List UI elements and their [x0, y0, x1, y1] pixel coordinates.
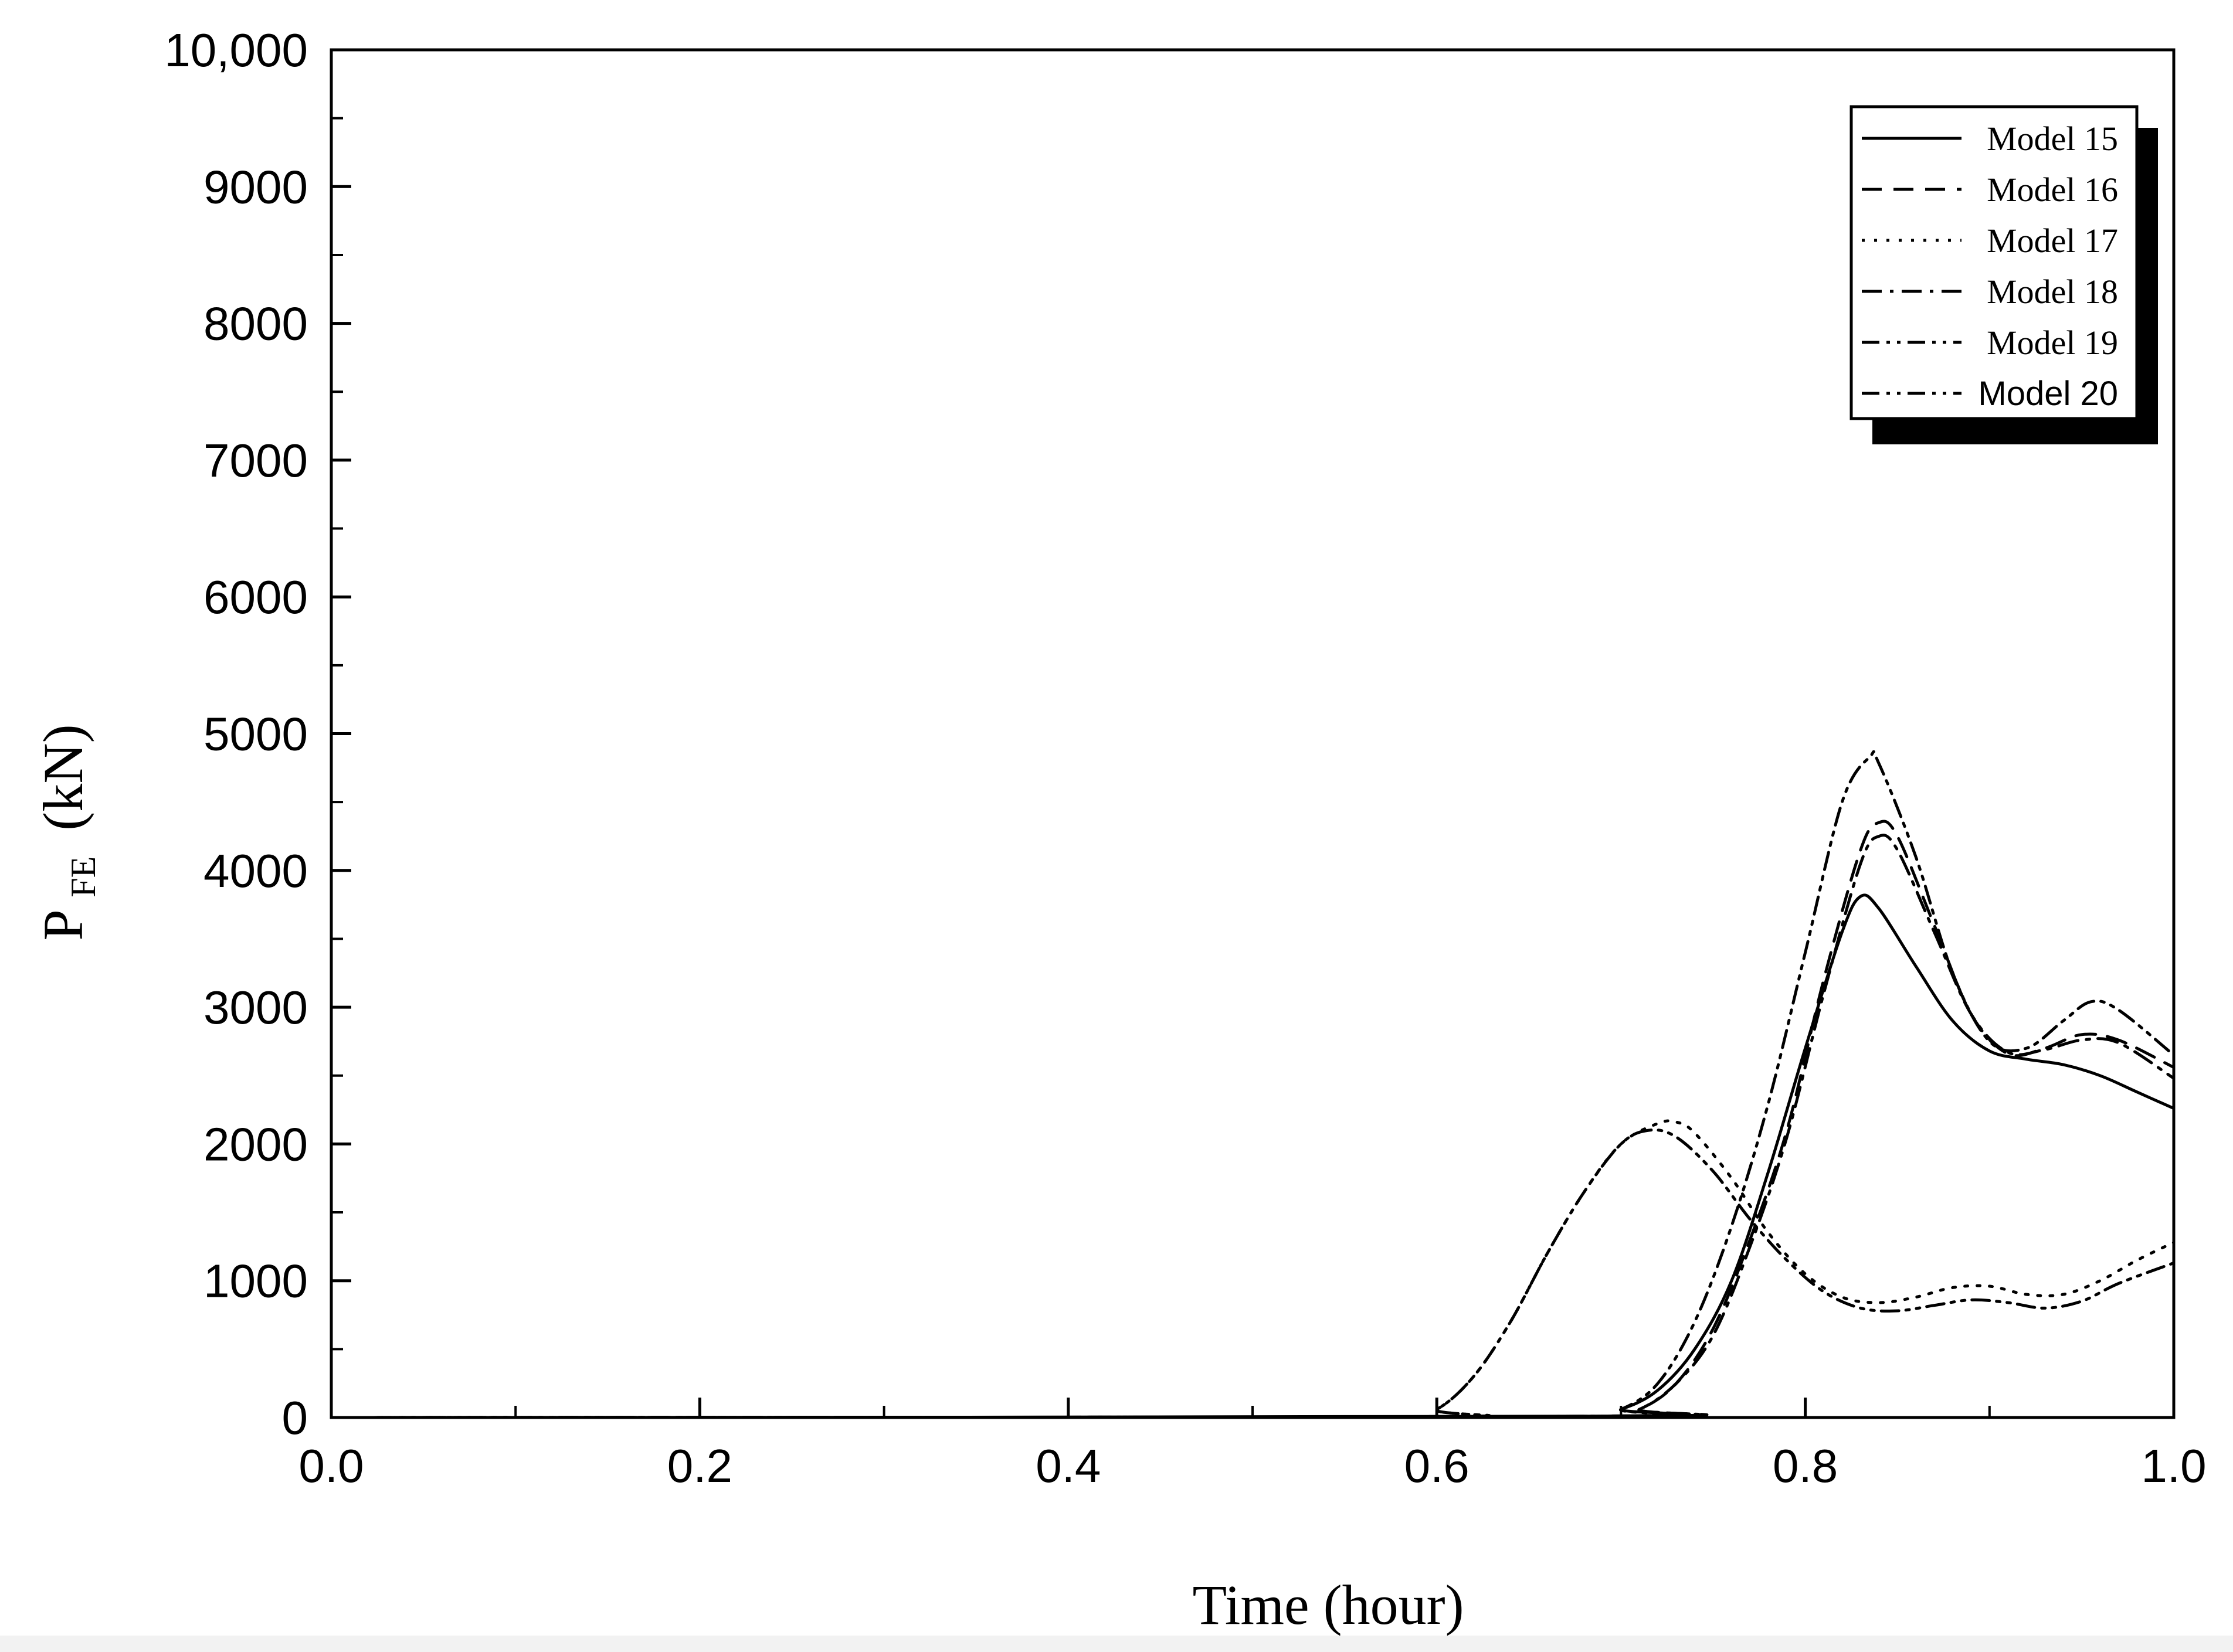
x-tick-label: 1.0 [2141, 1440, 2206, 1492]
legend-entries: Model 15 Model 16 Model 17 Model 18 Model 19… [1862, 120, 2118, 413]
y-tick-label: 1000 [203, 1255, 308, 1307]
y-tick-label: 5000 [203, 708, 308, 760]
y-tick-label: 3000 [203, 981, 308, 1034]
y-axis-ticks: 0 1000 2000 3000 4000 5000 6000 7000 8000 9000 10,… [164, 24, 351, 1444]
legend: Model 15 Model 16 Model 17 Model 18 Model 19… [1849, 105, 2158, 444]
y-axis-title: P FE (kN) [32, 724, 107, 940]
x-tick-label: 0.0 [298, 1440, 364, 1492]
x-tick-label: 0.4 [1036, 1440, 1101, 1492]
y-tick-label: 6000 [203, 571, 308, 623]
series-line-3 [330, 1119, 2176, 1419]
y-tick-label: 10,000 [164, 24, 308, 76]
y-axis-title-subscript: FE [64, 856, 103, 898]
legend-label: Model 18 [1987, 273, 2118, 311]
y-tick-label: 0 [282, 1392, 308, 1444]
y-tick-label: 9000 [203, 161, 308, 213]
legend-label: Model 19 [1987, 324, 2118, 362]
legend-label: Model 15 [1987, 120, 2118, 158]
legend-label: Model 16 [1987, 171, 2118, 209]
y-tick-label: 2000 [203, 1118, 308, 1170]
x-axis-title: Time (hour) [1192, 1573, 1464, 1636]
legend-label: Model 17 [1987, 222, 2118, 260]
x-tick-label: 0.8 [1773, 1440, 1838, 1492]
x-tick-label: 0.6 [1404, 1440, 1470, 1492]
y-axis-title-unit: (kN) [32, 724, 94, 830]
bottom-strip [0, 1636, 2233, 1652]
series-lines [330, 750, 2176, 1419]
legend-label: Model 20 [1978, 375, 2118, 413]
series-line-5 [330, 1128, 2176, 1419]
legend-box [1849, 105, 2139, 420]
series-line-6 [330, 750, 2176, 1419]
y-tick-label: 4000 [203, 845, 308, 897]
series-line-1 [330, 893, 2176, 1419]
x-axis-ticks: 0.0 0.2 0.4 0.6 0.8 1.0 [298, 1398, 2207, 1492]
x-tick-label: 0.2 [667, 1440, 732, 1492]
y-tick-label: 7000 [203, 434, 308, 487]
y-tick-label: 8000 [203, 298, 308, 350]
y-axis-title-main: P [32, 912, 94, 941]
